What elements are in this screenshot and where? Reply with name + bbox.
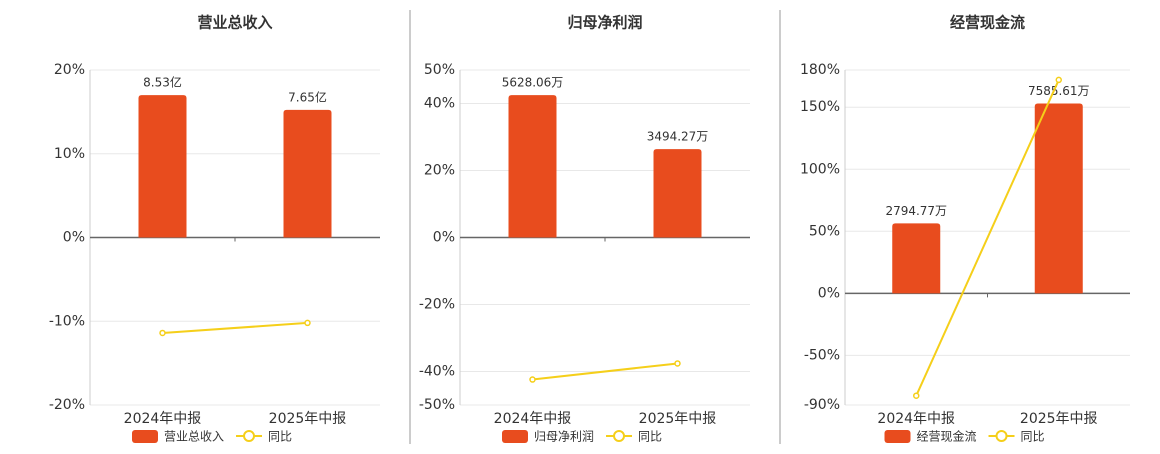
y-tick-label: 0% xyxy=(63,230,85,246)
line-point xyxy=(159,329,166,337)
value-label: 8.53亿 xyxy=(143,75,182,90)
y-tick-label: 50% xyxy=(809,223,840,239)
x-tick-label: 2025年中报 xyxy=(639,411,717,427)
legend-swatch xyxy=(884,430,911,443)
legend-label: 营业总收入 xyxy=(164,430,224,444)
bar xyxy=(892,223,941,294)
value-label: 7.65亿 xyxy=(288,89,327,104)
legend-swatch xyxy=(995,430,1008,442)
bar xyxy=(653,149,702,238)
legend-label: 同比 xyxy=(268,430,292,444)
y-tick-label: -40% xyxy=(419,364,455,380)
line-point xyxy=(674,360,681,367)
y-tick-label: 10% xyxy=(54,146,85,162)
value-label: 5628.06万 xyxy=(502,76,564,90)
y-tick-label: 100% xyxy=(800,161,840,177)
x-tick-label: 2024年中报 xyxy=(877,411,955,427)
line xyxy=(162,321,308,334)
line-point xyxy=(913,392,920,399)
y-tick-label: 180% xyxy=(800,62,840,78)
legend-swatch xyxy=(243,430,256,442)
y-tick-label: 150% xyxy=(800,99,840,115)
y-tick-label: 0% xyxy=(818,285,840,301)
bar xyxy=(138,95,187,238)
line-point xyxy=(1055,76,1062,84)
y-tick-label: -20% xyxy=(419,297,455,313)
x-tick-label: 2025年中报 xyxy=(1020,411,1098,427)
legend-label: 同比 xyxy=(638,430,662,444)
line xyxy=(532,362,678,381)
y-tick-label: -90% xyxy=(804,397,840,413)
x-tick-label: 2024年中报 xyxy=(124,411,202,427)
chart-title: 经营现金流 xyxy=(950,14,1025,32)
line-point xyxy=(304,319,311,327)
bar xyxy=(508,95,557,238)
value-label: 2794.77万 xyxy=(885,204,947,218)
y-tick-label: -10% xyxy=(49,313,85,329)
y-tick-label: -50% xyxy=(804,347,840,363)
x-tick-label: 2025年中报 xyxy=(269,411,347,427)
y-tick-label: 20% xyxy=(424,163,455,179)
legend-label: 经营现金流 xyxy=(917,429,977,444)
bar xyxy=(1034,103,1083,294)
x-tick-label: 2024年中报 xyxy=(494,411,572,427)
chart-title: 归母净利润 xyxy=(567,14,642,32)
legend-swatch xyxy=(132,430,158,443)
y-tick-label: 20% xyxy=(54,62,85,78)
legend-swatch xyxy=(502,430,528,443)
value-label: 3494.27万 xyxy=(647,130,709,144)
y-tick-label: -20% xyxy=(49,397,85,413)
legend-label: 归母净利润 xyxy=(534,430,594,444)
line-point xyxy=(529,376,536,383)
legend-swatch xyxy=(613,430,626,442)
y-tick-label: 40% xyxy=(424,96,455,112)
legend-label: 同比 xyxy=(1021,430,1045,444)
chart-title: 营业总收入 xyxy=(197,14,272,32)
value-label: 7585.61万 xyxy=(1028,84,1090,98)
y-tick-label: 50% xyxy=(424,62,455,78)
y-tick-label: 0% xyxy=(433,230,455,246)
y-tick-label: -50% xyxy=(419,397,455,413)
line xyxy=(915,79,1060,397)
bar xyxy=(283,109,332,238)
